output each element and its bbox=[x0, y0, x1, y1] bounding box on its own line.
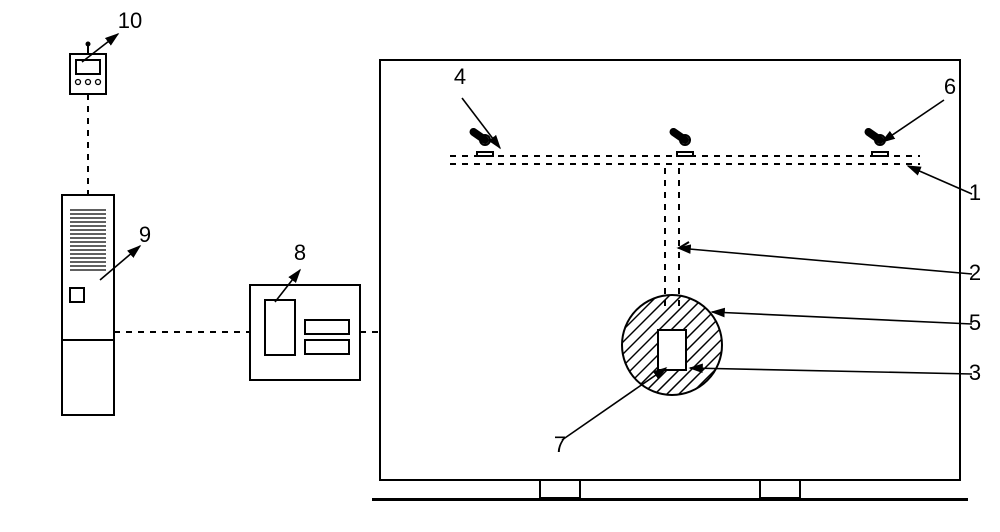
tower-button bbox=[70, 288, 84, 302]
remote-button bbox=[96, 80, 101, 85]
antenna-tip bbox=[86, 42, 91, 47]
remote-button bbox=[86, 80, 91, 85]
callout-line bbox=[908, 166, 972, 194]
callout-line bbox=[678, 248, 972, 274]
panel-screen bbox=[265, 300, 295, 355]
callout-line bbox=[100, 246, 140, 280]
callout-label: 4 bbox=[454, 64, 466, 89]
callout-line bbox=[712, 312, 972, 324]
callout-label: 7 bbox=[554, 432, 566, 457]
callout-label: 2 bbox=[969, 260, 981, 285]
panel-slot bbox=[305, 340, 349, 354]
callout-label: 9 bbox=[139, 222, 151, 247]
callout-label: 1 bbox=[969, 180, 981, 205]
tower-unit bbox=[62, 195, 114, 415]
remote-screen bbox=[76, 60, 100, 74]
callout-label: 3 bbox=[969, 360, 981, 385]
main-enclosure bbox=[380, 60, 960, 480]
callout-line bbox=[562, 368, 666, 440]
remote-button bbox=[76, 80, 81, 85]
callout-label: 8 bbox=[294, 240, 306, 265]
callout-label: 5 bbox=[969, 310, 981, 335]
callout-line bbox=[882, 100, 944, 142]
panel-slot bbox=[305, 320, 349, 334]
enclosure-foot bbox=[760, 480, 800, 498]
camera-icon bbox=[674, 132, 693, 156]
center-box bbox=[658, 330, 686, 370]
callout-label: 10 bbox=[118, 8, 142, 33]
riser-tick bbox=[679, 242, 689, 248]
enclosure-foot bbox=[540, 480, 580, 498]
callout-line bbox=[690, 368, 972, 374]
enclosure-base bbox=[372, 498, 968, 501]
callout-label: 6 bbox=[944, 74, 956, 99]
camera-icon bbox=[869, 132, 888, 156]
